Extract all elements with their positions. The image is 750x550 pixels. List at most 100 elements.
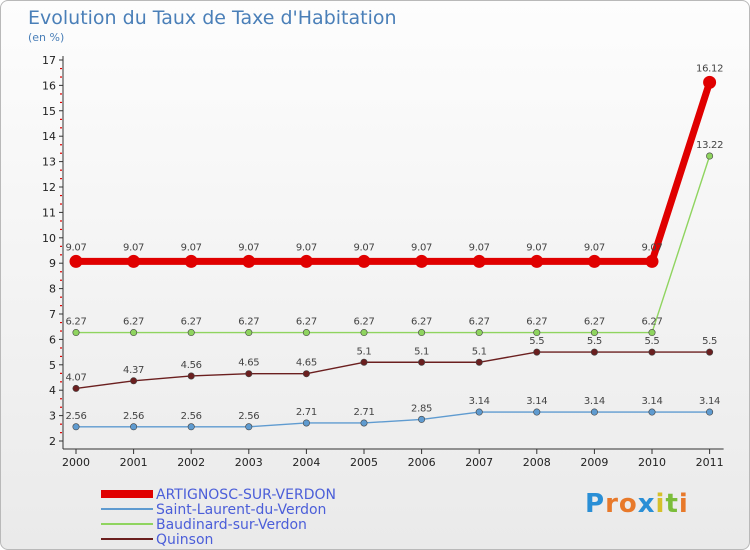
data-point (187, 372, 195, 380)
y-minor-tick (60, 93, 62, 95)
data-label: 5.1 (414, 346, 429, 357)
y-minor-tick (60, 194, 62, 197)
data-point (530, 254, 544, 268)
data-point (703, 75, 717, 89)
y-tick-label: 11 (42, 206, 56, 219)
y-minor-tick (60, 220, 62, 222)
y-minor-tick (60, 296, 62, 298)
data-point (72, 384, 80, 392)
data-point (72, 423, 80, 431)
data-point (648, 329, 656, 337)
data-label: 2.56 (238, 411, 259, 422)
data-label: 6.27 (296, 317, 317, 328)
y-minor-tick (60, 347, 62, 349)
data-label: 2.71 (353, 407, 374, 418)
data-point (587, 254, 601, 268)
data-label: 5.1 (356, 346, 371, 357)
data-label: 9.07 (353, 242, 374, 253)
y-minor-tick (60, 321, 62, 324)
data-point (706, 152, 714, 160)
legend-label: Baudinard-sur-Verdon (156, 517, 307, 533)
x-tick-label: 2007 (465, 456, 493, 469)
data-label: 6.27 (181, 317, 202, 328)
data-point (590, 329, 598, 337)
data-point (475, 329, 483, 337)
data-label: 5.5 (529, 336, 544, 347)
data-point (245, 329, 253, 337)
data-point (302, 329, 310, 337)
data-label: 5.5 (702, 336, 717, 347)
y-minor-tick (60, 271, 62, 273)
logo-letter: r (605, 489, 619, 519)
data-label: 4.65 (296, 358, 317, 369)
legend-label: Saint-Laurent-du-Verdon (156, 502, 326, 518)
y-minor-tick (60, 330, 62, 332)
y-minor-tick (60, 305, 62, 307)
data-label: 2.56 (181, 411, 202, 422)
data-label: 6.27 (353, 317, 374, 328)
logo-letter: i (655, 489, 666, 519)
series-line-1 (76, 411, 710, 428)
chart-subtitle: (en %) (28, 31, 65, 44)
data-point (302, 419, 310, 427)
data-point (475, 408, 483, 416)
data-label: 6.27 (238, 317, 259, 328)
logo-letter: t (665, 489, 679, 519)
data-label: 4.56 (181, 360, 202, 371)
data-point (245, 423, 253, 431)
data-point (472, 254, 486, 268)
x-tick-label: 2009 (580, 456, 608, 469)
y-tick-label: 3 (49, 410, 56, 423)
data-point (590, 348, 598, 356)
x-tick-label: 2001 (120, 456, 148, 469)
data-point (187, 329, 195, 337)
data-label: 9.07 (641, 242, 662, 253)
y-minor-tick (60, 254, 62, 256)
data-point (533, 348, 541, 356)
data-label: 9.07 (65, 242, 86, 253)
data-label: 3.14 (526, 396, 547, 407)
data-label: 2.85 (411, 403, 432, 414)
x-tick-label: 2005 (350, 456, 378, 469)
y-minor-tick (60, 144, 62, 146)
y-minor-tick (60, 381, 62, 383)
y-minor-tick (60, 398, 62, 400)
y-minor-tick (60, 127, 62, 129)
data-label: 2.56 (123, 411, 144, 422)
y-tick-label: 15 (42, 105, 56, 118)
data-label: 9.07 (411, 242, 432, 253)
y-minor-tick (60, 432, 62, 434)
y-minor-tick (60, 152, 62, 154)
x-tick-label: 2010 (638, 456, 666, 469)
data-label: 4.65 (238, 358, 259, 369)
y-minor-tick (60, 372, 62, 374)
data-label: 6.27 (526, 317, 547, 328)
data-label: 4.07 (65, 372, 86, 383)
logo-letter: o (618, 489, 638, 519)
legend-label: ARTIGNOSC-SUR-VERDON (156, 487, 336, 503)
y-tick-label: 12 (42, 181, 56, 194)
data-label: 9.07 (469, 242, 490, 253)
y-minor-tick (60, 423, 62, 425)
legend-label: Quinson (156, 532, 213, 548)
y-minor-tick (60, 355, 62, 358)
data-point (245, 370, 253, 378)
data-point (590, 408, 598, 416)
data-point (415, 254, 429, 268)
y-tick-label: 10 (42, 232, 56, 245)
data-point (242, 254, 256, 268)
y-minor-tick (60, 178, 62, 180)
y-tick-label: 13 (42, 156, 56, 169)
y-minor-tick (60, 67, 62, 70)
data-point (706, 348, 714, 356)
data-label: 13.22 (696, 140, 723, 151)
data-label: 3.14 (641, 396, 662, 407)
data-label: 9.07 (238, 242, 259, 253)
data-label: 9.07 (181, 242, 202, 253)
y-tick-label: 17 (42, 54, 56, 67)
data-point (130, 377, 138, 385)
x-tick-label: 2008 (523, 456, 551, 469)
data-point (418, 415, 426, 423)
data-point (72, 329, 80, 337)
